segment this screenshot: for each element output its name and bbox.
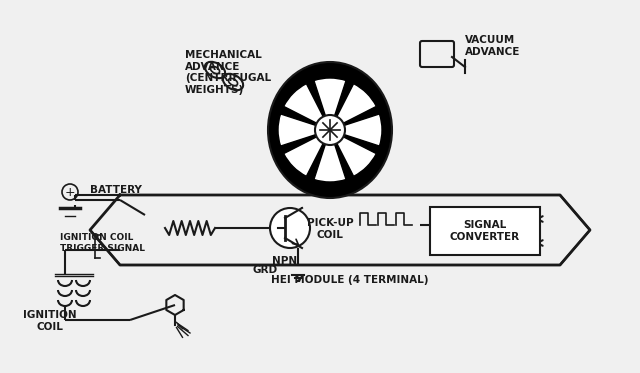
Text: MECHANICAL
ADVANCE
(CENTRIFUGAL
WEIGHTS): MECHANICAL ADVANCE (CENTRIFUGAL WEIGHTS) [185, 50, 271, 95]
Text: PICK-UP
COIL: PICK-UP COIL [307, 218, 353, 239]
Wedge shape [284, 84, 330, 130]
Wedge shape [284, 130, 330, 176]
Text: IGNITION COIL
TRIGGER SIGNAL: IGNITION COIL TRIGGER SIGNAL [60, 233, 145, 253]
Wedge shape [330, 130, 376, 176]
Text: +: + [65, 185, 76, 198]
Wedge shape [314, 78, 346, 130]
Text: BATTERY: BATTERY [90, 185, 142, 195]
Wedge shape [330, 114, 382, 146]
Text: IGNITION
COIL: IGNITION COIL [23, 310, 77, 332]
Ellipse shape [315, 115, 345, 145]
Text: VACUUM
ADVANCE: VACUUM ADVANCE [465, 35, 520, 57]
Wedge shape [278, 114, 330, 146]
Ellipse shape [268, 62, 392, 198]
Wedge shape [330, 84, 376, 130]
Text: SIGNAL
CONVERTER: SIGNAL CONVERTER [450, 220, 520, 242]
Wedge shape [314, 130, 346, 182]
Text: NPN: NPN [273, 256, 298, 266]
Text: HEI MODULE (4 TERMINAL): HEI MODULE (4 TERMINAL) [271, 275, 429, 285]
Bar [430, 207, 540, 255]
Circle shape [270, 208, 310, 248]
Text: GRD: GRD [253, 265, 278, 275]
